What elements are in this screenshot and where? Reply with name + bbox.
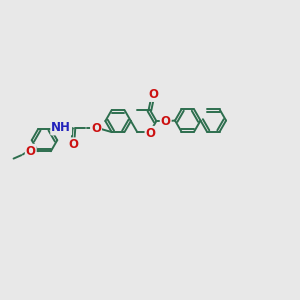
Text: NH: NH [51,122,71,134]
Text: O: O [161,115,171,128]
Text: O: O [146,127,155,140]
Text: O: O [26,145,36,158]
Text: O: O [91,122,101,135]
Text: O: O [68,138,78,151]
Text: O: O [148,88,158,101]
